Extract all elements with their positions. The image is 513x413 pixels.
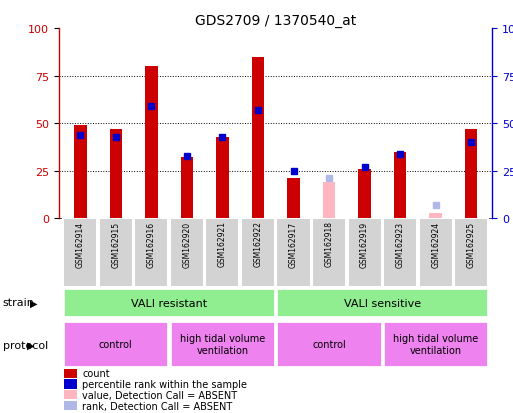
Bar — [241, 219, 275, 287]
Text: GSM162924: GSM162924 — [431, 221, 440, 267]
Text: GSM162925: GSM162925 — [467, 221, 476, 267]
Bar — [323, 183, 336, 219]
Text: strain: strain — [3, 298, 34, 308]
Text: GSM162918: GSM162918 — [325, 221, 333, 267]
Title: GDS2709 / 1370540_at: GDS2709 / 1370540_at — [195, 14, 357, 28]
Bar — [181, 158, 193, 219]
Bar — [170, 321, 275, 368]
Text: GSM162920: GSM162920 — [183, 221, 191, 267]
Bar — [383, 321, 488, 368]
Bar — [63, 288, 275, 318]
Text: control: control — [99, 339, 133, 349]
Text: value, Detection Call = ABSENT: value, Detection Call = ABSENT — [82, 390, 237, 400]
Text: count: count — [82, 368, 110, 378]
Bar — [74, 126, 87, 219]
Bar — [277, 288, 488, 318]
Bar — [287, 179, 300, 219]
Bar — [394, 152, 406, 219]
Bar — [465, 130, 478, 219]
Bar — [216, 137, 229, 219]
Bar — [277, 219, 310, 287]
Bar — [312, 219, 346, 287]
Text: GSM162922: GSM162922 — [253, 221, 263, 267]
Bar — [170, 219, 204, 287]
Bar — [277, 321, 382, 368]
Text: GSM162916: GSM162916 — [147, 221, 156, 267]
Text: GSM162915: GSM162915 — [111, 221, 121, 267]
Bar — [145, 67, 157, 219]
Bar — [454, 219, 488, 287]
Text: ▶: ▶ — [27, 340, 34, 350]
Text: VALI sensitive: VALI sensitive — [344, 298, 421, 308]
Bar — [383, 219, 417, 287]
Text: rank, Detection Call = ABSENT: rank, Detection Call = ABSENT — [82, 401, 232, 411]
Text: control: control — [312, 339, 346, 349]
Text: GSM162914: GSM162914 — [76, 221, 85, 267]
Bar — [252, 57, 264, 219]
Bar — [63, 321, 168, 368]
Bar — [419, 219, 452, 287]
Text: GSM162919: GSM162919 — [360, 221, 369, 267]
Text: high tidal volume
ventilation: high tidal volume ventilation — [180, 333, 265, 355]
Text: ▶: ▶ — [30, 298, 37, 308]
Bar — [134, 219, 168, 287]
Bar — [359, 169, 371, 219]
Text: protocol: protocol — [3, 340, 48, 350]
Bar — [429, 213, 442, 219]
Text: GSM162921: GSM162921 — [218, 221, 227, 267]
Bar — [110, 130, 122, 219]
Text: high tidal volume
ventilation: high tidal volume ventilation — [393, 333, 478, 355]
Bar — [347, 219, 382, 287]
Text: GSM162923: GSM162923 — [396, 221, 405, 267]
Bar — [99, 219, 133, 287]
Bar — [63, 219, 97, 287]
Text: GSM162917: GSM162917 — [289, 221, 298, 267]
Text: VALI resistant: VALI resistant — [131, 298, 207, 308]
Bar — [205, 219, 240, 287]
Text: percentile rank within the sample: percentile rank within the sample — [82, 379, 247, 389]
